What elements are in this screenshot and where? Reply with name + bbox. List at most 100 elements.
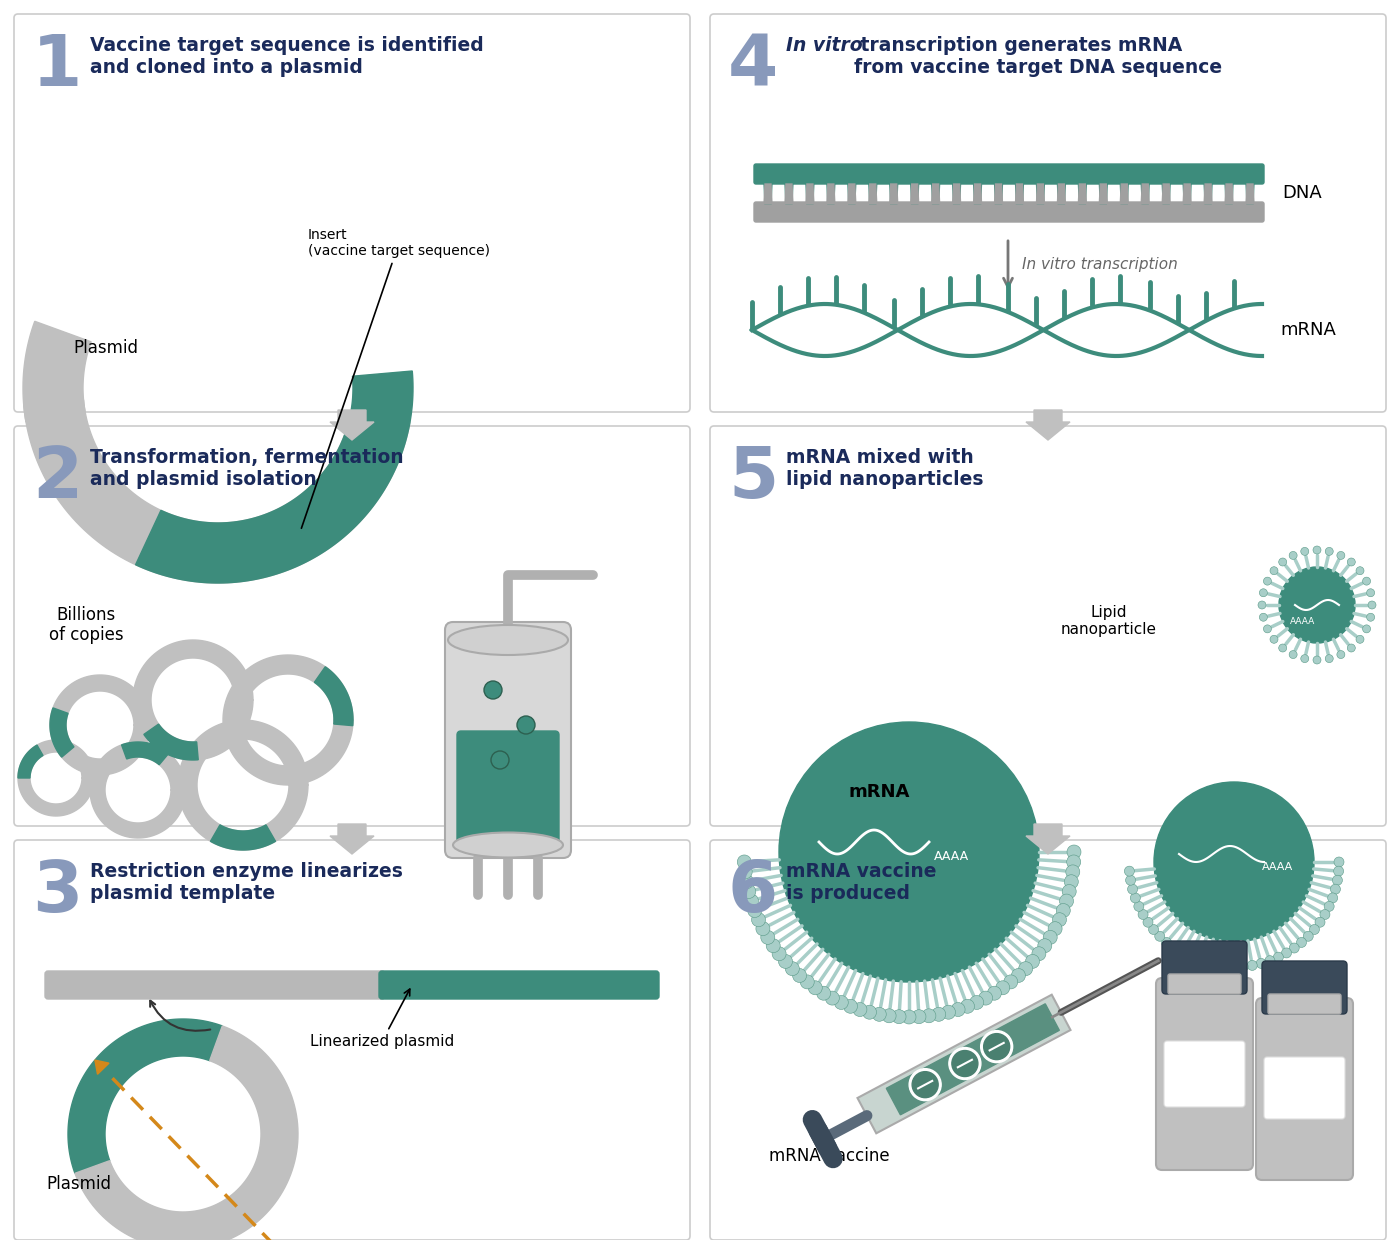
- Text: Restriction enzyme linearizes
plasmid template: Restriction enzyme linearizes plasmid te…: [90, 862, 403, 903]
- Circle shape: [778, 955, 792, 968]
- Polygon shape: [827, 182, 834, 205]
- Circle shape: [1259, 601, 1266, 609]
- Polygon shape: [133, 640, 253, 760]
- Circle shape: [1313, 656, 1322, 663]
- Circle shape: [1347, 558, 1355, 565]
- Circle shape: [1247, 961, 1257, 971]
- Circle shape: [843, 999, 857, 1013]
- Polygon shape: [848, 184, 855, 205]
- Polygon shape: [1183, 182, 1191, 205]
- Circle shape: [1256, 959, 1266, 968]
- Circle shape: [921, 1009, 935, 1023]
- Polygon shape: [886, 1004, 1060, 1115]
- Circle shape: [1289, 552, 1298, 559]
- Polygon shape: [1183, 184, 1191, 205]
- Polygon shape: [1246, 184, 1254, 205]
- FancyBboxPatch shape: [710, 839, 1386, 1240]
- Circle shape: [1301, 655, 1309, 662]
- Polygon shape: [994, 182, 1002, 205]
- Circle shape: [909, 1069, 941, 1101]
- Polygon shape: [69, 1019, 223, 1173]
- Polygon shape: [210, 825, 276, 849]
- Circle shape: [913, 1071, 938, 1097]
- FancyBboxPatch shape: [45, 971, 385, 999]
- Polygon shape: [1057, 182, 1065, 205]
- Circle shape: [1270, 635, 1278, 644]
- Ellipse shape: [454, 832, 563, 858]
- Polygon shape: [1099, 184, 1107, 205]
- Circle shape: [1366, 614, 1375, 621]
- Polygon shape: [785, 182, 792, 205]
- Circle shape: [1278, 558, 1287, 565]
- Polygon shape: [931, 184, 939, 205]
- Circle shape: [1142, 918, 1154, 928]
- Circle shape: [949, 1048, 981, 1080]
- FancyBboxPatch shape: [1163, 1042, 1245, 1107]
- Circle shape: [491, 751, 510, 769]
- Circle shape: [1296, 937, 1306, 947]
- Circle shape: [1134, 901, 1144, 911]
- Circle shape: [1289, 942, 1299, 954]
- Circle shape: [748, 904, 762, 918]
- Polygon shape: [18, 740, 94, 816]
- Circle shape: [1324, 901, 1334, 911]
- Polygon shape: [785, 184, 792, 205]
- Text: 5: 5: [728, 444, 778, 513]
- Polygon shape: [890, 184, 897, 205]
- Polygon shape: [764, 182, 771, 205]
- Polygon shape: [1162, 182, 1170, 205]
- Circle shape: [952, 1050, 977, 1076]
- Polygon shape: [1225, 184, 1233, 205]
- Polygon shape: [1141, 182, 1149, 205]
- Polygon shape: [806, 182, 813, 205]
- Circle shape: [1063, 884, 1077, 899]
- Polygon shape: [1057, 184, 1065, 205]
- Circle shape: [1313, 546, 1322, 554]
- Circle shape: [1330, 884, 1340, 894]
- Polygon shape: [50, 675, 150, 775]
- Circle shape: [1280, 567, 1355, 644]
- Circle shape: [1056, 904, 1070, 918]
- FancyBboxPatch shape: [755, 164, 1264, 184]
- Polygon shape: [1141, 184, 1149, 205]
- Text: mRNA vaccine
is produced: mRNA vaccine is produced: [785, 862, 937, 903]
- Circle shape: [752, 913, 766, 926]
- Circle shape: [1303, 931, 1313, 941]
- Polygon shape: [144, 724, 199, 760]
- Polygon shape: [1246, 182, 1254, 205]
- Circle shape: [808, 981, 822, 994]
- Circle shape: [1193, 956, 1203, 966]
- Polygon shape: [1120, 184, 1128, 205]
- Circle shape: [1263, 577, 1271, 585]
- Circle shape: [1032, 947, 1046, 961]
- Circle shape: [1219, 961, 1229, 972]
- Polygon shape: [994, 184, 1002, 205]
- Polygon shape: [136, 371, 413, 583]
- Polygon shape: [910, 182, 918, 205]
- FancyBboxPatch shape: [14, 14, 690, 412]
- Polygon shape: [90, 742, 186, 838]
- Circle shape: [1184, 952, 1194, 962]
- Text: mRNA vaccine: mRNA vaccine: [769, 1147, 889, 1166]
- Circle shape: [1263, 625, 1271, 632]
- Polygon shape: [806, 184, 813, 205]
- Circle shape: [862, 1006, 876, 1019]
- FancyBboxPatch shape: [1268, 994, 1341, 1014]
- Circle shape: [1347, 644, 1355, 652]
- Polygon shape: [315, 667, 353, 725]
- Circle shape: [902, 1011, 916, 1024]
- FancyBboxPatch shape: [379, 971, 659, 999]
- Circle shape: [911, 1009, 925, 1024]
- Polygon shape: [827, 184, 834, 205]
- Text: 2: 2: [32, 444, 83, 513]
- Circle shape: [995, 981, 1009, 994]
- FancyBboxPatch shape: [14, 839, 690, 1240]
- Polygon shape: [973, 184, 981, 205]
- Polygon shape: [869, 182, 876, 205]
- Circle shape: [960, 999, 974, 1013]
- Circle shape: [738, 864, 752, 879]
- Circle shape: [816, 986, 830, 1001]
- Circle shape: [984, 1034, 1009, 1060]
- Circle shape: [970, 996, 984, 1009]
- FancyBboxPatch shape: [456, 732, 559, 849]
